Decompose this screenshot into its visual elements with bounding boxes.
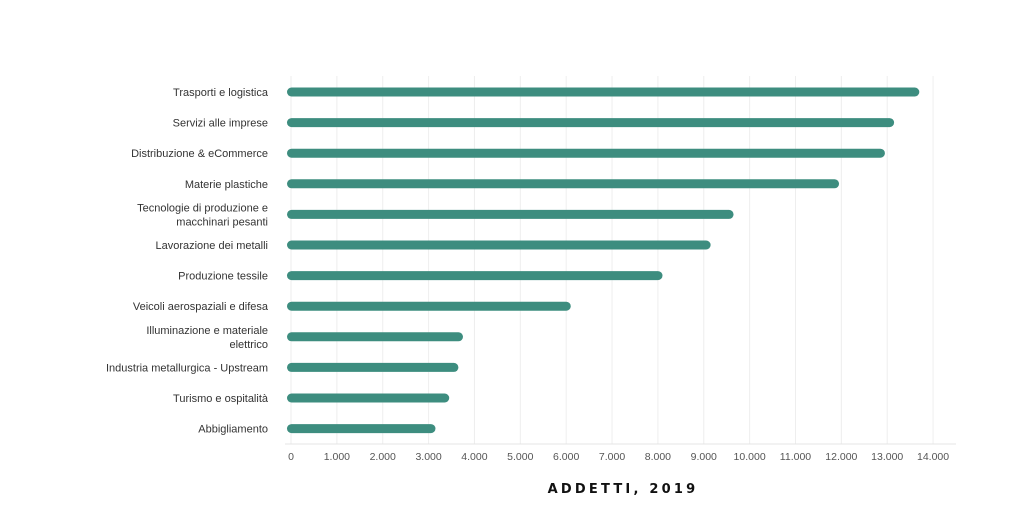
bar bbox=[287, 209, 734, 219]
x-tick-label: 10.000 bbox=[734, 451, 766, 463]
x-tick-label: 7.000 bbox=[599, 451, 625, 463]
bar bbox=[287, 271, 663, 281]
category-label: Distribuzione & eCommerce bbox=[131, 148, 268, 160]
bar bbox=[287, 362, 459, 372]
bar bbox=[287, 118, 895, 128]
x-tick-label: 1.000 bbox=[324, 451, 350, 463]
bar bbox=[287, 424, 436, 434]
x-tick-label: 5.000 bbox=[507, 451, 533, 463]
category-label: Industria metallurgica - Upstream bbox=[106, 362, 268, 374]
x-tick-label: 4.000 bbox=[461, 451, 487, 463]
category-label: Turismo e ospitalità bbox=[173, 393, 269, 405]
x-tick-label: 11.000 bbox=[780, 451, 811, 463]
category-label: Materie plastiche bbox=[185, 179, 268, 191]
x-tick-label: 0 bbox=[288, 451, 294, 463]
x-tick-label: 2.000 bbox=[370, 451, 396, 463]
x-tick-label: 14.000 bbox=[917, 451, 949, 463]
category-label: Trasporti e logistica bbox=[173, 87, 269, 99]
x-tick-label: 3.000 bbox=[415, 451, 441, 463]
bar bbox=[287, 179, 840, 189]
bar bbox=[287, 148, 885, 158]
category-label: Illuminazione e materiale elettrico bbox=[146, 325, 268, 351]
category-label: Servizi alle imprese bbox=[173, 118, 268, 130]
x-axis-title: ADDETTI, 2019 bbox=[547, 482, 699, 497]
category-label: Abbigliamento bbox=[198, 424, 268, 436]
bar bbox=[287, 393, 450, 403]
category-label: Lavorazione dei metalli bbox=[155, 240, 268, 252]
bar bbox=[287, 301, 571, 311]
category-label: Produzione tessile bbox=[178, 271, 268, 283]
bar bbox=[287, 240, 711, 250]
category-label: Tecnologie di produzione e macchinari pes… bbox=[137, 202, 268, 228]
x-tick-label: 9.000 bbox=[691, 451, 717, 463]
x-tick-label: 13.000 bbox=[871, 451, 903, 463]
x-tick-label: 6.000 bbox=[553, 451, 579, 463]
bar bbox=[287, 332, 463, 342]
bar bbox=[287, 87, 920, 97]
x-tick-label: 8.000 bbox=[645, 451, 671, 463]
x-tick-label: 12.000 bbox=[825, 451, 857, 463]
category-label: Veicoli aerospaziali e difesa bbox=[133, 301, 269, 313]
